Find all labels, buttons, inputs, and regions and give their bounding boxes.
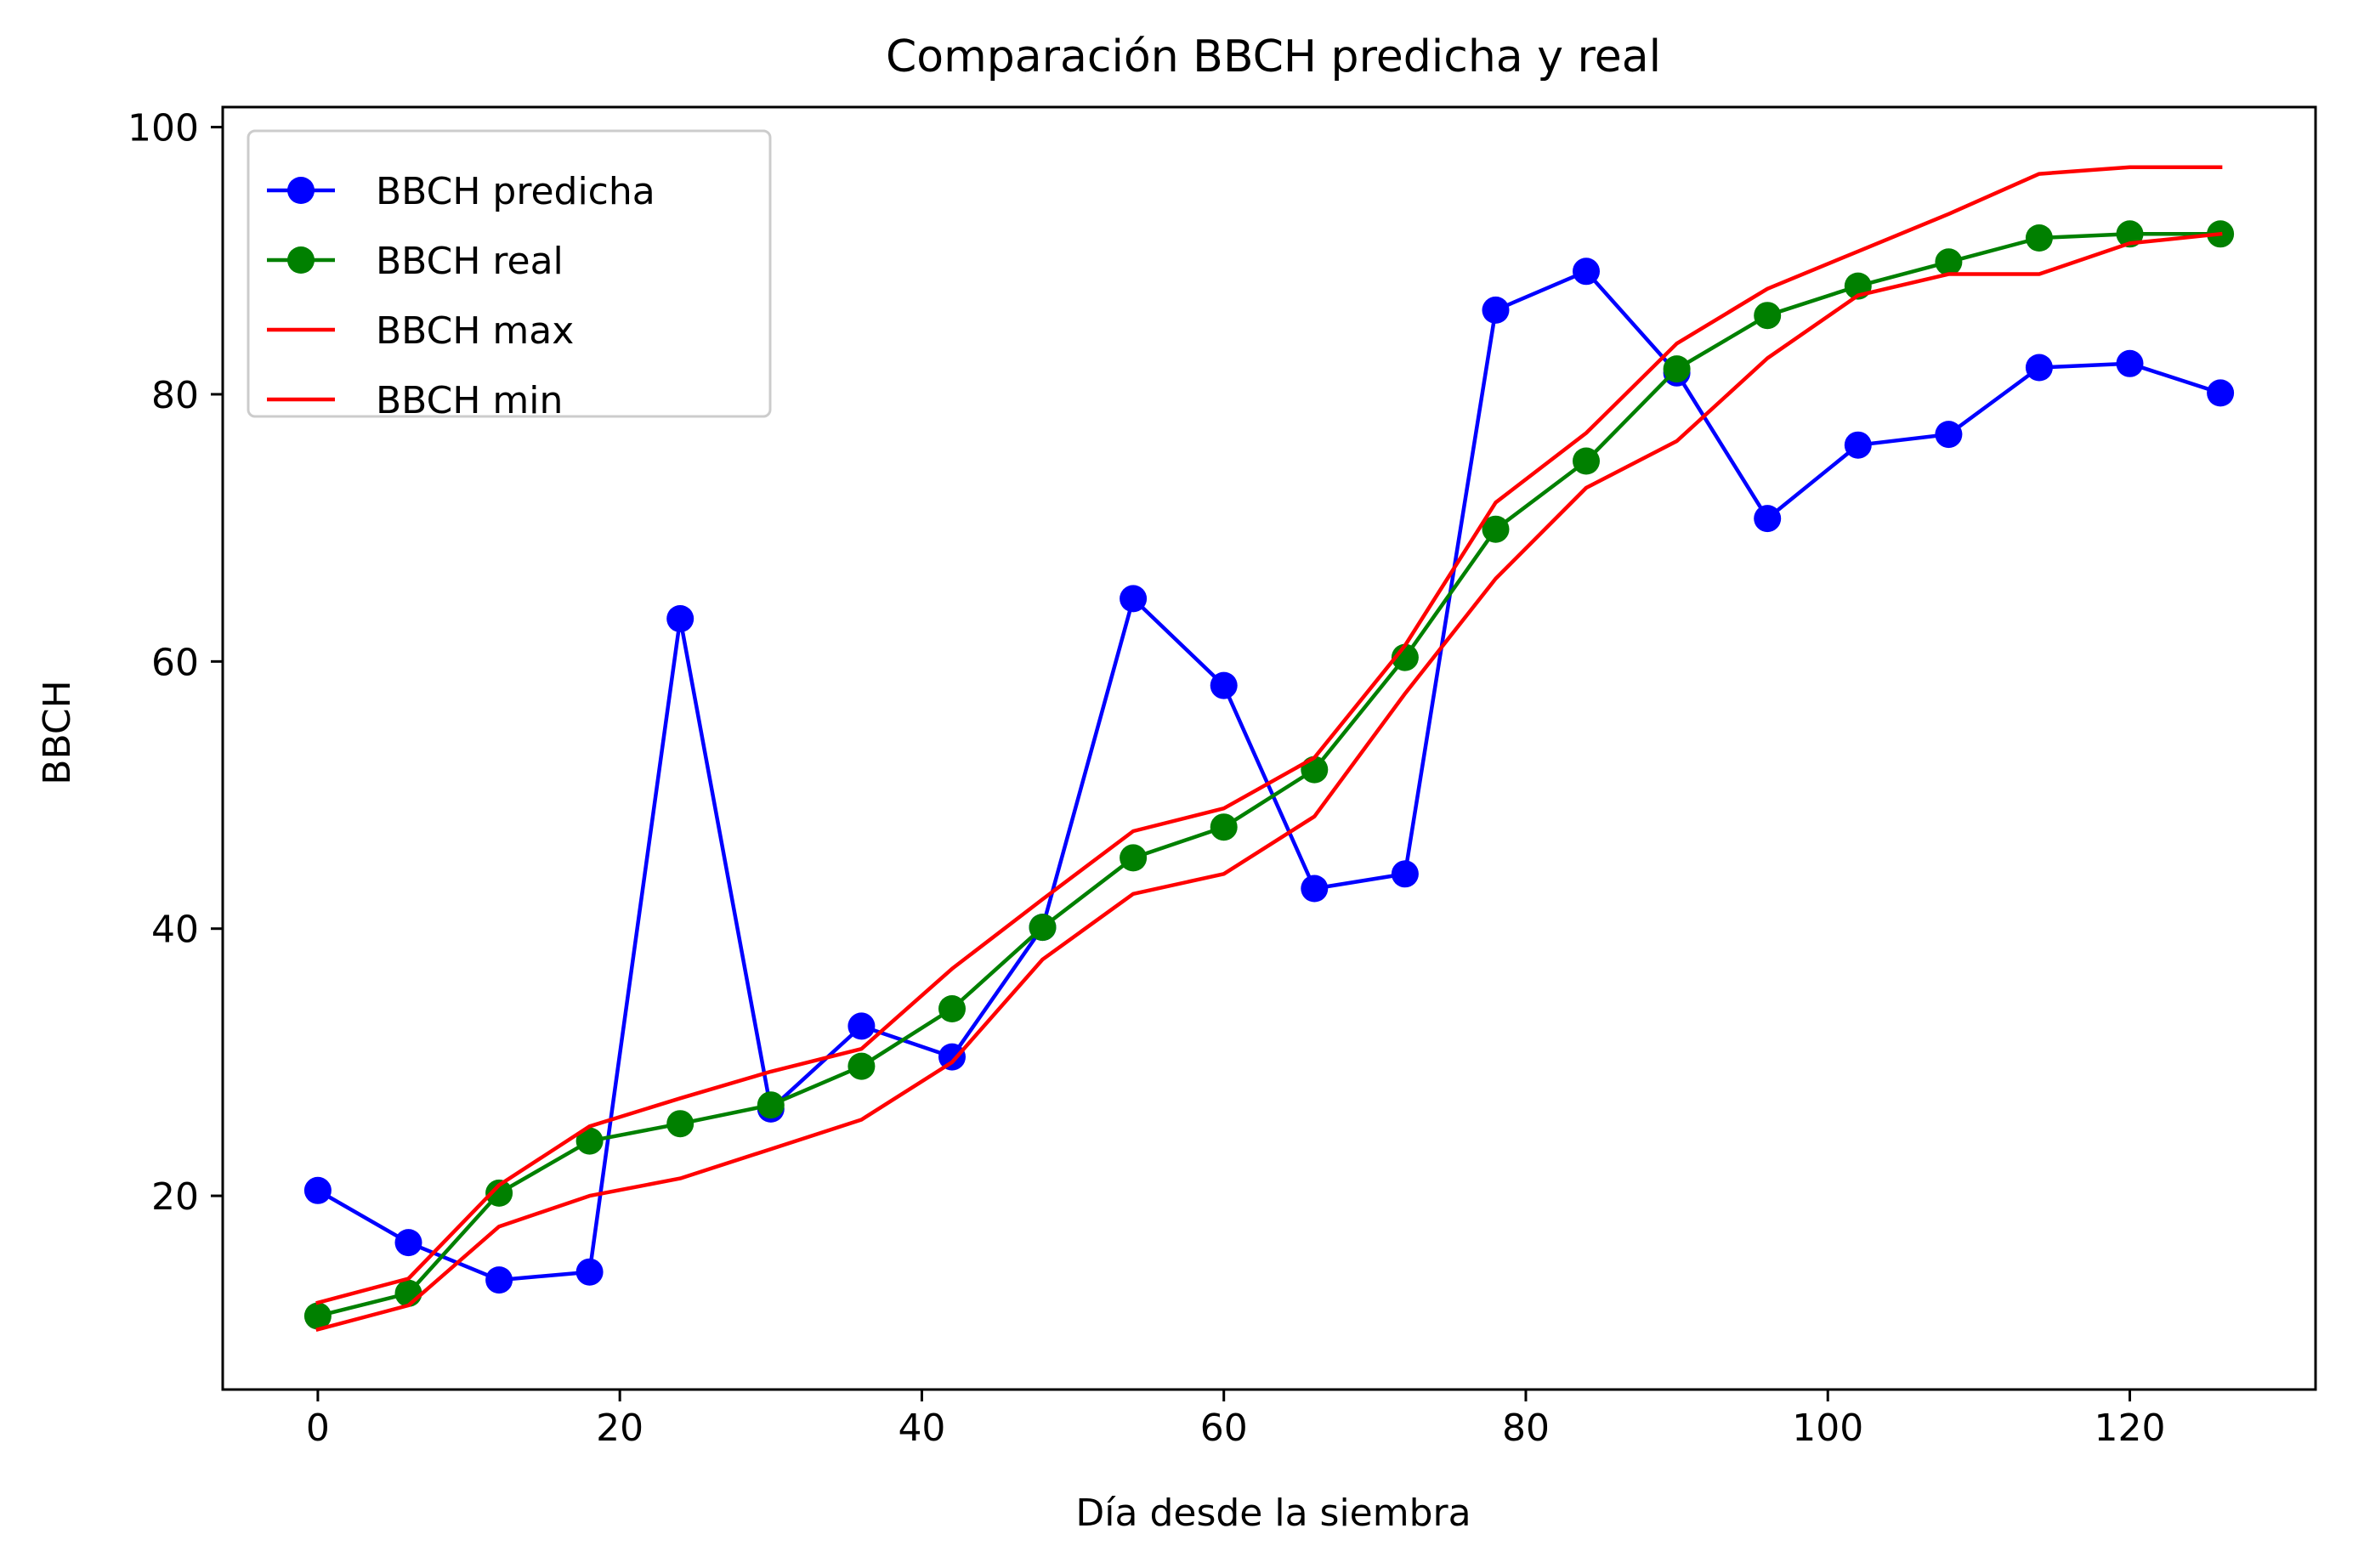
x-tick-label: 40: [898, 1407, 945, 1450]
data-point-bbch-predicha: [848, 1012, 876, 1040]
data-point-bbch-predicha: [666, 605, 694, 632]
data-point-bbch-real: [848, 1052, 876, 1080]
x-tick-label: 120: [2095, 1407, 2166, 1450]
data-point-bbch-predicha: [1301, 875, 1329, 903]
data-point-bbch-predicha: [1844, 431, 1872, 459]
series-line-bbch-min: [315, 231, 2223, 1333]
data-point-bbch-real: [394, 1279, 422, 1307]
data-point-bbch-predicha: [1391, 860, 1419, 888]
data-point-bbch-real: [1029, 914, 1057, 942]
data-point-bbch-real: [1391, 643, 1419, 671]
data-point-bbch-predicha: [938, 1043, 966, 1071]
axes-frame: [221, 105, 2317, 1391]
y-axis-label: BBCH: [36, 680, 79, 784]
x-tick-label: 80: [1502, 1407, 1550, 1450]
y-tick-label: 20: [151, 1175, 199, 1219]
data-point-bbch-predicha: [303, 1176, 332, 1204]
data-point-bbch-real: [575, 1127, 604, 1155]
chart-title: Comparación BBCH predicha y real: [886, 31, 1661, 82]
data-point-bbch-real: [938, 995, 966, 1022]
data-point-bbch-predicha: [1573, 258, 1600, 286]
series-line-bbch-max: [315, 165, 2223, 1305]
data-point-bbch-real: [485, 1179, 513, 1207]
y-tick-label: 60: [151, 641, 199, 684]
data-point-bbch-real: [757, 1091, 785, 1119]
data-point-bbch-real: [1754, 302, 1782, 330]
data-point-bbch-predicha: [1482, 296, 1510, 324]
data-point-bbch-predicha: [2116, 349, 2144, 377]
y-tick-label: 40: [151, 909, 199, 952]
series-line-bbch-predicha: [315, 269, 2223, 1282]
data-point-bbch-predicha: [2207, 379, 2235, 407]
data-point-bbch-real: [1120, 844, 1148, 872]
data-point-bbch-real: [1935, 248, 1963, 276]
data-point-bbch-real: [2025, 224, 2053, 252]
data-point-bbch-predicha: [1935, 421, 1963, 449]
x-axis-label: Día desde la siembra: [1075, 1492, 1471, 1535]
x-tick-label: 100: [1792, 1407, 1863, 1450]
data-point-bbch-predicha: [1754, 505, 1782, 533]
data-point-bbch-predicha: [485, 1266, 513, 1294]
y-tick-label: 100: [128, 107, 199, 150]
data-point-bbch-predicha: [1120, 585, 1148, 613]
legend-label-bbch-predicha: BBCH predicha: [376, 170, 655, 213]
data-point-bbch-predicha: [394, 1229, 422, 1257]
data-point-bbch-real: [666, 1110, 694, 1138]
data-point-bbch-predicha: [575, 1258, 604, 1286]
legend: BBCH predicha BBCH real BBCH max BBCH min: [247, 129, 772, 422]
data-point-bbch-real: [1482, 515, 1510, 543]
data-point-bbch-real: [1301, 756, 1329, 784]
legend-label-bbch-min: BBCH min: [376, 379, 563, 422]
x-tick-label: 20: [596, 1407, 643, 1450]
x-tick-label: 60: [1200, 1407, 1248, 1450]
series-line-bbch-real: [315, 232, 2223, 1319]
data-point-bbch-real: [1663, 355, 1691, 383]
data-point-bbch-real: [1210, 813, 1238, 841]
data-point-bbch-real: [303, 1302, 332, 1330]
plot-area: [303, 165, 2235, 1333]
data-point-bbch-predicha: [1210, 671, 1238, 699]
legend-label-bbch-max: BBCH max: [376, 309, 574, 353]
legend-label-bbch-real: BBCH real: [376, 240, 564, 283]
legend-marker-bbch-predicha: [287, 177, 315, 204]
legend-marker-bbch-real: [287, 246, 315, 274]
data-point-bbch-predicha: [2025, 354, 2053, 382]
axes: 0 20 40 60 80 100 120 20 40 60 80 100: [128, 105, 2317, 1450]
data-point-bbch-real: [1573, 447, 1600, 475]
y-tick-label: 80: [151, 374, 199, 417]
legend-box: [247, 129, 772, 418]
x-tick-label: 0: [306, 1407, 330, 1450]
